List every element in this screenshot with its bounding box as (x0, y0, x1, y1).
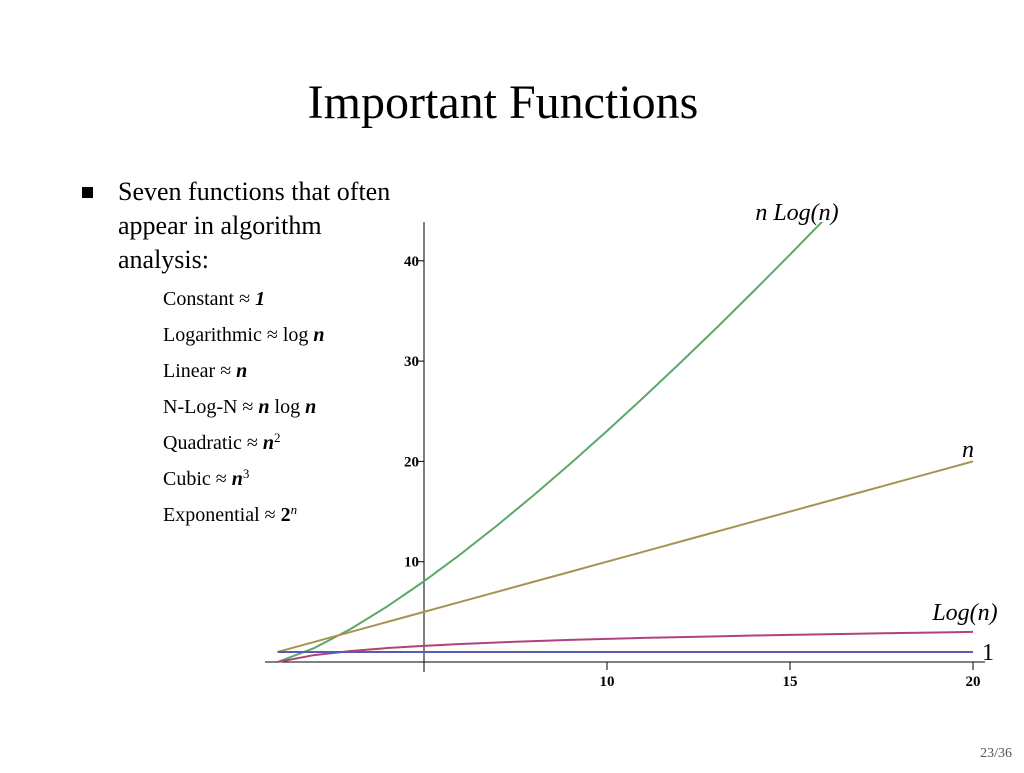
text-run: 3 (243, 466, 250, 481)
y-tick-label: 30 (404, 354, 419, 370)
text-run: Linear ≈ (163, 360, 236, 382)
x-tick-label: 15 (783, 674, 798, 690)
text-run: n (291, 502, 298, 517)
text-run: n (305, 396, 316, 418)
sub-item: Linear ≈ n (163, 360, 247, 382)
text-run: n (258, 396, 269, 418)
text-run: Logarithmic ≈ log (163, 324, 313, 346)
series-label: Log(n) (931, 600, 997, 626)
x-tick-label: 10 (600, 674, 615, 690)
y-tick-label: 40 (404, 254, 419, 270)
text-run: n (236, 360, 247, 382)
series-line (277, 630, 974, 663)
series-label: n Log(n) (755, 200, 838, 226)
series-line (277, 460, 974, 653)
text-run: Constant ≈ (163, 288, 255, 310)
bullet-text: Seven functions that often appear in algo… (118, 177, 390, 274)
sub-item: Quadratic ≈ n2 (163, 430, 280, 455)
text-run: 1 (255, 288, 265, 310)
text-run: N-Log-N ≈ (163, 396, 258, 418)
sub-item: N-Log-N ≈ n log n (163, 396, 316, 418)
text-run: n (263, 432, 274, 454)
text-run: Cubic ≈ (163, 468, 232, 490)
text-run: log (270, 396, 306, 418)
sub-item: Logarithmic ≈ log n (163, 324, 325, 346)
series-line (277, 222, 824, 663)
sub-item: Exponential ≈ 2n (163, 502, 297, 527)
chart: 10 15 20 10 20 30 40 n Log(n) n Log(n) 1 (265, 200, 998, 690)
text-run: 2 (281, 504, 291, 526)
series-label: 1 (982, 640, 994, 666)
y-tick-label: 10 (404, 555, 419, 571)
x-tick-label: 20 (966, 674, 981, 690)
y-tick-label: 20 (404, 454, 419, 470)
text-run: n (232, 468, 243, 490)
text-run: 2 (274, 430, 281, 445)
text-run: n (313, 324, 324, 346)
series-label: n (962, 437, 974, 463)
text-run: Quadratic ≈ (163, 432, 263, 454)
bullet-square (82, 187, 93, 198)
text-run: Exponential ≈ (163, 504, 281, 526)
slide-title: Important Functions (308, 76, 699, 129)
sub-item: Constant ≈ 1 (163, 288, 265, 310)
sub-item: Cubic ≈ n3 (163, 466, 249, 491)
page-number: 23/36 (980, 746, 1012, 761)
